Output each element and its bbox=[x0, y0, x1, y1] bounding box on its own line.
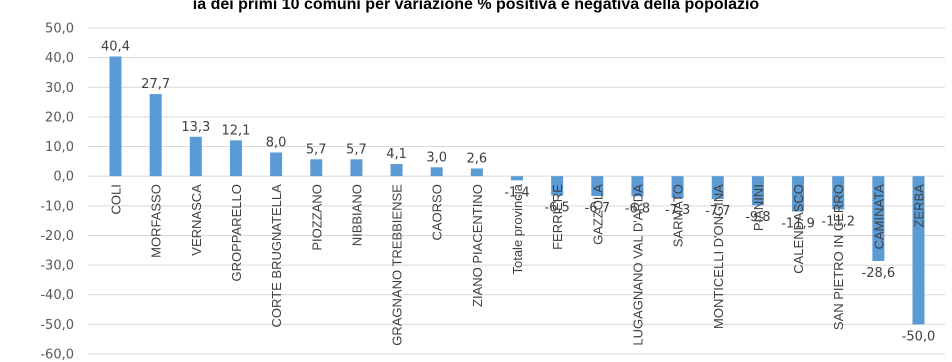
bar bbox=[109, 56, 122, 177]
y-tick-label: -60,0 bbox=[40, 348, 74, 362]
chart-title: ia dei primi 10 comuni per variazione % … bbox=[193, 0, 760, 13]
data-label: 3,0 bbox=[426, 150, 447, 165]
bar bbox=[470, 168, 483, 177]
data-label: -28,6 bbox=[862, 266, 896, 281]
data-label: 8,0 bbox=[266, 135, 287, 150]
y-axis-ticks: 50,0 40,0 30,0 20,0 10,0 0,0 -10,0 -20,0 -30,0 -4… bbox=[40, 22, 74, 362]
category-label: CAMINATA bbox=[871, 184, 886, 250]
data-label: -7,3 bbox=[665, 203, 690, 218]
data-label: -1,4 bbox=[504, 185, 529, 200]
y-tick-label: -40,0 bbox=[40, 288, 74, 303]
category-label: LUGAGNANO VAL D'ARDA bbox=[630, 184, 645, 346]
category-label: CORTE BRUGNATELLA bbox=[269, 184, 284, 328]
y-tick-label: 10,0 bbox=[45, 140, 74, 155]
bar bbox=[631, 176, 644, 197]
category-label: PIANINI bbox=[751, 184, 766, 231]
category-label: SAN PIETRO IN CERRO bbox=[831, 184, 846, 330]
bar bbox=[591, 176, 604, 197]
data-label: 13,3 bbox=[181, 120, 210, 135]
category-label: MONTICELLI D'ONGINA bbox=[711, 184, 726, 329]
y-tick-label: 30,0 bbox=[45, 81, 74, 96]
bar bbox=[430, 167, 443, 177]
bar bbox=[511, 176, 523, 181]
data-label: 40,4 bbox=[101, 39, 130, 54]
data-label: -6,7 bbox=[585, 201, 610, 216]
bar bbox=[551, 176, 564, 196]
data-label: 4,1 bbox=[386, 147, 407, 162]
category-label: CALENDASCO bbox=[791, 184, 806, 274]
y-tick-label: 20,0 bbox=[45, 110, 74, 125]
bar bbox=[310, 159, 323, 177]
bar bbox=[872, 176, 885, 261]
bar bbox=[792, 176, 805, 212]
y-tick-label: -50,0 bbox=[40, 318, 74, 333]
data-label: -11,2 bbox=[821, 214, 855, 229]
category-label: CAORSO bbox=[430, 184, 445, 240]
data-label: -50,0 bbox=[902, 329, 936, 344]
y-tick-label: -30,0 bbox=[40, 259, 74, 274]
data-label: 27,7 bbox=[141, 77, 170, 92]
data-label: 5,7 bbox=[306, 142, 327, 157]
data-label: 12,1 bbox=[221, 123, 250, 138]
bar bbox=[229, 140, 242, 177]
y-tick-label: 0,0 bbox=[53, 170, 74, 185]
category-label: VERNASCA bbox=[189, 184, 204, 256]
bar bbox=[149, 94, 162, 177]
bar bbox=[751, 176, 764, 206]
bar bbox=[711, 176, 724, 200]
data-label: -6,5 bbox=[544, 200, 569, 215]
category-label: SARMATO bbox=[671, 184, 686, 247]
data-labels: 40,4 27,7 13,3 12,1 8,0 5,7 5,7 4,1 3,0 2,6 -1,4 -6… bbox=[101, 39, 935, 344]
category-label: GAZZOLA bbox=[590, 184, 605, 245]
category-label: ZERBA bbox=[912, 184, 927, 228]
bar bbox=[270, 152, 283, 177]
category-label: GRAGNANO TREBBIENSE bbox=[390, 184, 405, 346]
category-label: FERRIERE bbox=[550, 184, 565, 250]
y-tick-label: 40,0 bbox=[45, 51, 74, 66]
category-label: ZIANO PIACENTINO bbox=[470, 184, 485, 307]
data-label: 2,6 bbox=[467, 151, 488, 166]
bar bbox=[189, 136, 202, 177]
data-label: -7,7 bbox=[705, 204, 730, 219]
category-label: MORFASSO bbox=[149, 184, 164, 258]
y-tick-label: 50,0 bbox=[45, 22, 74, 37]
category-labels: COLI MORFASSO VERNASCA GROPPARELLO CORTE BRU… bbox=[109, 183, 927, 345]
category-label: GROPPARELLO bbox=[229, 184, 244, 281]
category-label: PIOZZANO bbox=[309, 184, 324, 250]
data-label: 5,7 bbox=[346, 142, 367, 157]
category-label: COLI bbox=[109, 184, 124, 214]
bars bbox=[109, 56, 925, 325]
bar bbox=[390, 164, 403, 177]
bar bbox=[832, 176, 845, 210]
bar bbox=[912, 176, 925, 325]
bar bbox=[350, 159, 363, 177]
data-label: -9,8 bbox=[745, 210, 770, 225]
category-label: NIBBIANO bbox=[349, 184, 364, 246]
data-label: -6,8 bbox=[625, 201, 650, 216]
y-tick-label: -10,0 bbox=[40, 199, 74, 214]
data-label: -11,9 bbox=[781, 216, 815, 231]
category-label: Totale provincia bbox=[510, 183, 525, 274]
bar bbox=[671, 176, 684, 198]
y-tick-label: -20,0 bbox=[40, 229, 74, 244]
